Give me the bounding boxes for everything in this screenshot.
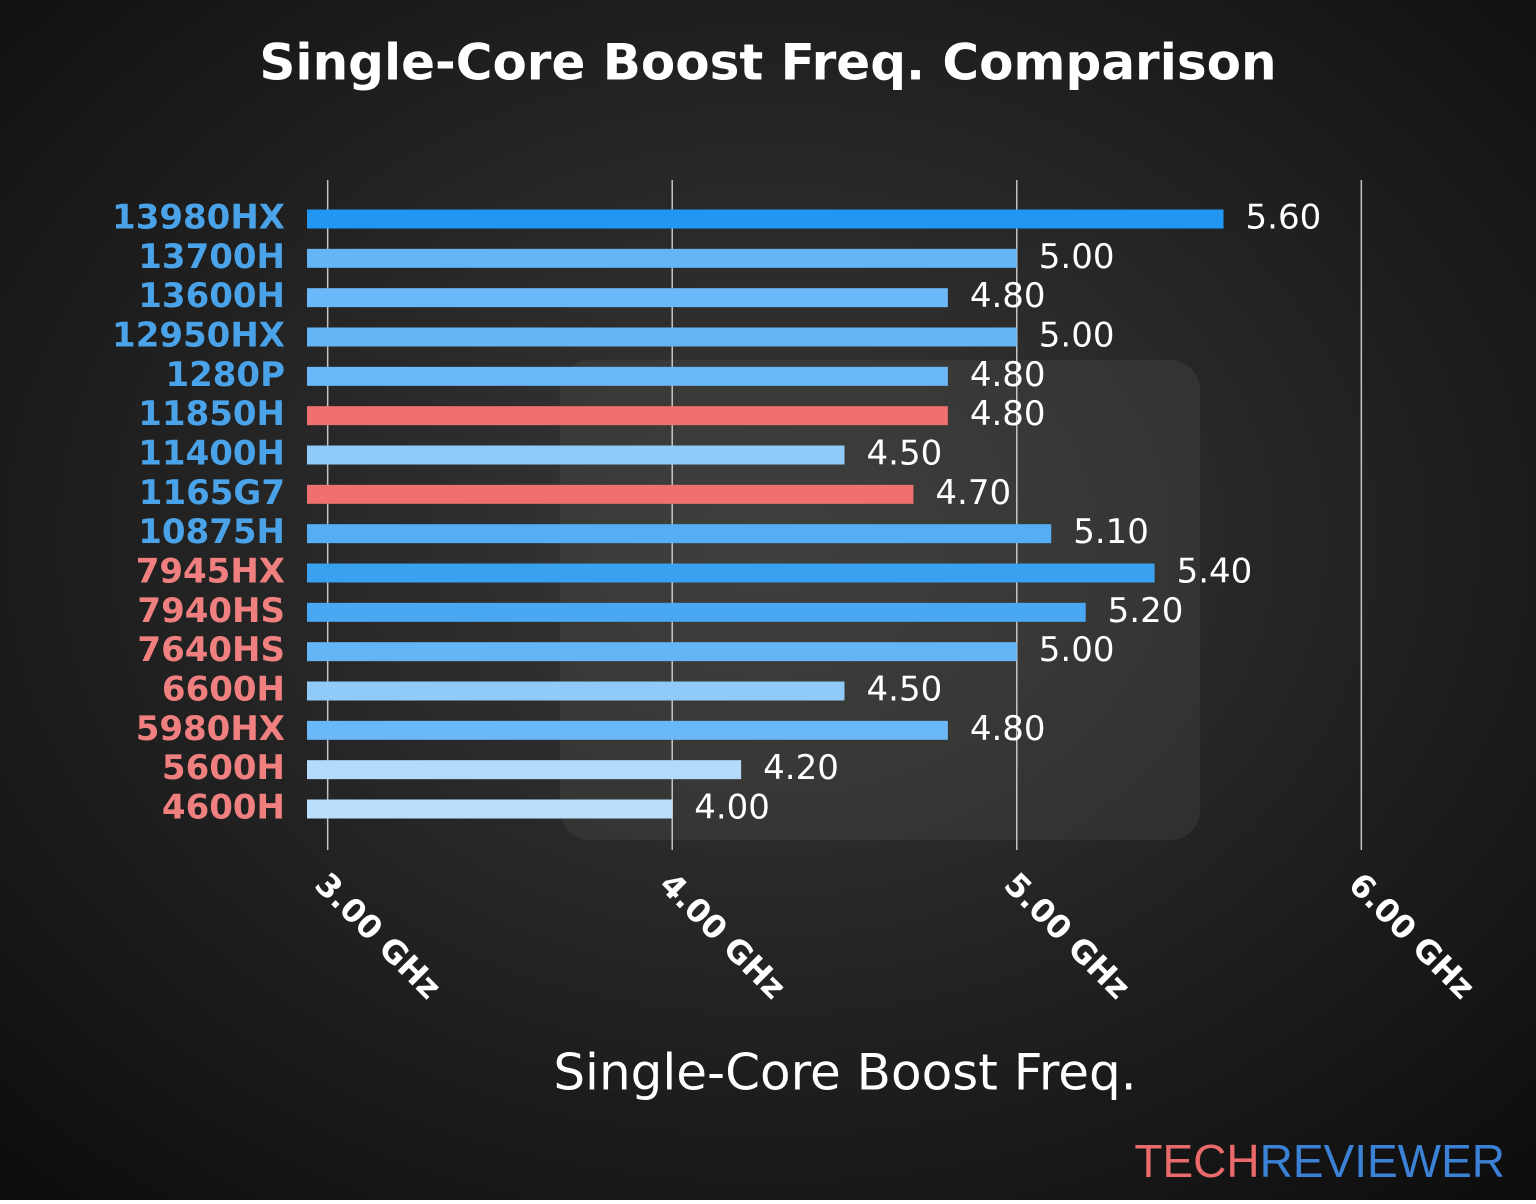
value-label: 4.50 [867, 434, 943, 474]
value-label: 5.00 [1039, 316, 1115, 356]
value-label: 4.20 [763, 748, 839, 788]
watermark: TECHREVIEWER [1134, 1135, 1505, 1187]
watermark-right: REVIEWER [1260, 1135, 1505, 1187]
value-label: 4.80 [970, 709, 1046, 749]
bar [307, 524, 1052, 544]
value-label: 4.50 [867, 670, 943, 710]
bar [307, 288, 948, 308]
bar [307, 209, 1224, 229]
bar [307, 327, 1017, 347]
value-label: 5.20 [1108, 591, 1184, 631]
y-tick-label: 13700H [138, 237, 285, 277]
x-axis-label: Single-Core Boost Freq. [553, 1044, 1136, 1102]
value-label: 4.80 [970, 355, 1046, 395]
y-tick-label: 7940HS [137, 591, 285, 631]
y-tick-label: 4600H [162, 788, 285, 828]
y-tick-label: 6600H [162, 670, 285, 710]
value-label: 4.00 [694, 788, 770, 828]
value-label: 4.80 [970, 276, 1046, 316]
y-tick-label: 7640HS [137, 630, 285, 670]
chart-title: Single-Core Boost Freq. Comparison [259, 34, 1276, 92]
bar [307, 248, 1017, 268]
value-label: 5.00 [1039, 237, 1115, 277]
y-tick-label: 13980HX [112, 198, 285, 238]
y-tick-label: 7945HX [136, 552, 285, 592]
y-tick-label: 11400H [138, 434, 285, 474]
value-label: 5.40 [1177, 552, 1253, 592]
bar [307, 602, 1086, 622]
y-tick-label: 5980HX [136, 709, 285, 749]
y-tick-label: 10875H [138, 512, 285, 552]
value-label: 5.60 [1246, 198, 1322, 238]
value-label: 4.80 [970, 394, 1046, 434]
value-label: 5.10 [1073, 512, 1149, 552]
y-tick-label: 5600H [162, 748, 285, 788]
bar [307, 445, 845, 465]
y-tick-label: 1165G7 [139, 473, 285, 513]
bar [307, 681, 845, 701]
y-tick-label: 12950HX [112, 316, 285, 356]
bar [307, 366, 948, 386]
bar [307, 720, 948, 740]
background-chip [560, 360, 1200, 840]
bar [307, 642, 1017, 662]
value-label: 5.00 [1039, 630, 1115, 670]
bar [307, 406, 948, 426]
y-tick-label: 11850H [138, 394, 285, 434]
y-tick-label: 1280P [165, 355, 285, 395]
watermark-left: TECH [1134, 1135, 1259, 1187]
value-label: 4.70 [935, 473, 1011, 513]
bar [307, 760, 742, 780]
y-tick-label: 13600H [138, 276, 285, 316]
bar [307, 484, 914, 504]
bar [307, 563, 1155, 583]
bar [307, 799, 673, 819]
